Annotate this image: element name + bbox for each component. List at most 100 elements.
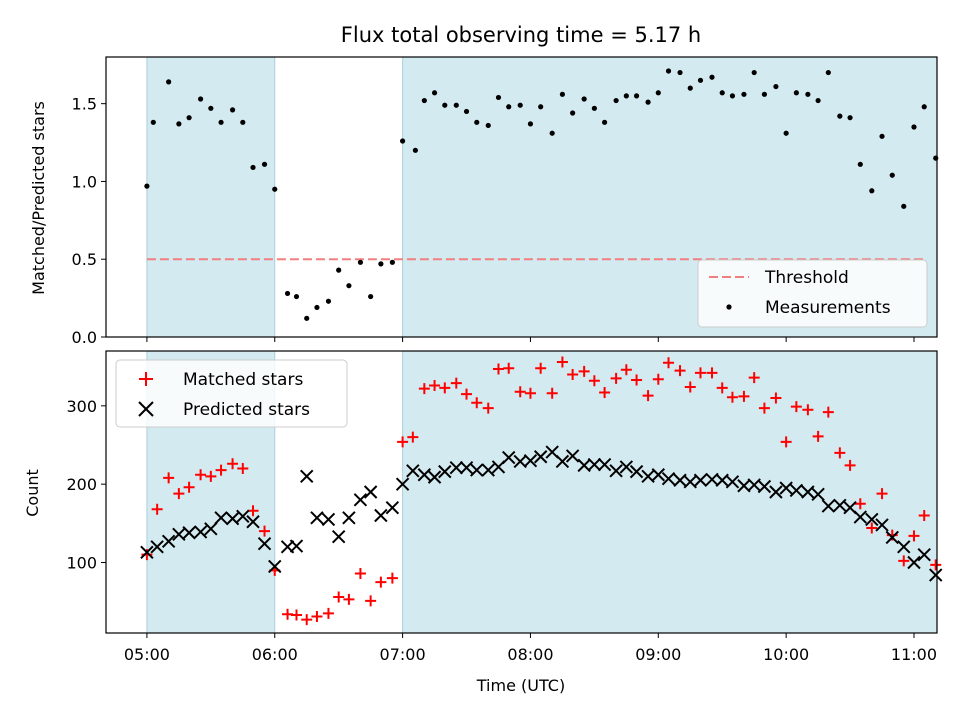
series-1-point-35 <box>513 454 527 469</box>
series-1-point-59 <box>769 485 783 499</box>
legend-predicted-swatch <box>138 401 154 417</box>
series-0-point-21 <box>368 293 374 300</box>
series-0-point-17 <box>322 607 334 619</box>
ratio-panel: 0.0 0.5 1.0 1.5 Matched/Predicted stars Thr… <box>29 56 939 347</box>
series-0-point-49 <box>663 357 675 369</box>
y-tick-label-2: 300 <box>66 397 97 416</box>
series-1-point-0 <box>140 545 154 560</box>
series-0-point-29 <box>453 102 459 108</box>
series-0-point-10 <box>247 505 259 517</box>
series-1-point-2 <box>161 534 176 549</box>
legend-threshold-label: Threshold <box>764 268 849 288</box>
series-1-point-44 <box>609 464 623 478</box>
series-1-point-62 <box>801 485 815 499</box>
series-0-point-3 <box>176 121 182 127</box>
series-0-point-37 <box>538 104 544 110</box>
count-points <box>140 356 943 626</box>
series-1-point-18 <box>331 529 346 544</box>
series-0-point-61 <box>790 401 802 413</box>
series-0-point-66 <box>847 115 853 121</box>
series-0-point-28 <box>442 102 448 108</box>
series-0-point-14 <box>293 293 300 300</box>
series-0-point-47 <box>642 390 654 402</box>
series-1-point-11 <box>257 536 272 551</box>
series-0-point-2 <box>166 79 172 85</box>
series-1-point-55 <box>725 475 740 489</box>
series-1-point-12 <box>268 559 282 574</box>
series-0-point-7 <box>215 464 227 476</box>
series-0-point-74 <box>930 559 942 571</box>
series-0-point-62 <box>805 91 811 97</box>
series-0-point-11 <box>259 525 271 537</box>
series-1-point-31 <box>470 463 484 477</box>
series-0-point-42 <box>591 105 597 111</box>
series-0-point-9 <box>237 463 249 474</box>
series-0-point-25 <box>407 431 419 443</box>
series-1-point-15 <box>300 469 314 484</box>
series-0-point-27 <box>429 379 441 391</box>
series-1-point-23 <box>385 500 400 515</box>
series-0-point-68 <box>866 522 878 534</box>
series-0-point-57 <box>751 69 757 76</box>
series-0-point-7 <box>218 119 224 125</box>
series-1-point-68 <box>865 512 879 527</box>
series-0-point-64 <box>822 406 834 418</box>
x-axis-label: Time (UTC) <box>476 676 565 695</box>
series-0-point-46 <box>633 93 640 99</box>
series-1-point-45 <box>619 460 634 474</box>
series-0-point-47 <box>645 99 651 105</box>
series-0-point-31 <box>471 397 483 409</box>
legend-box <box>697 259 928 328</box>
series-0-point-3 <box>173 488 185 500</box>
series-0-point-54 <box>719 90 725 96</box>
series-0-point-10 <box>250 164 256 171</box>
series-1-point-26 <box>417 468 432 482</box>
series-0-point-73 <box>918 510 930 521</box>
series-0-point-22 <box>375 576 387 588</box>
series-0-point-4 <box>183 481 195 493</box>
series-1-point-5 <box>193 525 208 539</box>
series-0-point-8 <box>229 107 236 113</box>
y-tick-label-1: 0.5 <box>72 250 97 269</box>
series-0-point-58 <box>761 91 768 97</box>
series-0-point-45 <box>620 364 632 376</box>
series-0-point-60 <box>783 130 789 136</box>
series-0-point-36 <box>527 121 534 127</box>
series-0-point-1 <box>150 119 156 125</box>
series-0-point-2 <box>163 472 175 484</box>
x-axis-ticks: 05:00 06:00 07:00 08:00 09:00 10:00 11:00 <box>124 633 937 664</box>
series-0-point-23 <box>389 259 395 265</box>
series-0-point-25 <box>412 147 418 153</box>
series-0-point-50 <box>674 365 686 377</box>
series-1-point-67 <box>853 510 867 524</box>
series-1-point-30 <box>459 461 474 475</box>
series-1-point-4 <box>182 526 196 540</box>
series-1-point-72 <box>907 555 921 570</box>
series-1-point-39 <box>555 454 570 469</box>
series-0-point-27 <box>431 90 438 96</box>
series-1-point-60 <box>779 481 793 495</box>
series-0-point-63 <box>815 97 821 104</box>
series-0-point-64 <box>825 69 831 76</box>
series-0-point-35 <box>517 102 523 108</box>
series-0-point-56 <box>741 91 747 97</box>
series-0-point-29 <box>450 377 462 389</box>
series-0-point-22 <box>378 261 384 267</box>
series-0-point-26 <box>421 97 427 104</box>
series-0-point-44 <box>610 372 622 384</box>
series-0-point-43 <box>602 119 608 125</box>
series-0-point-8 <box>227 458 239 470</box>
y-axis-ticks: 0.0 0.5 1.0 1.5 <box>72 95 106 347</box>
series-0-point-72 <box>908 530 920 542</box>
series-0-point-69 <box>876 488 888 500</box>
series-0-point-65 <box>837 113 843 119</box>
series-1-point-65 <box>833 498 847 513</box>
y-axis-label: Count <box>23 469 42 517</box>
series-0-point-1 <box>151 503 163 515</box>
series-0-point-32 <box>485 122 491 129</box>
series-0-point-67 <box>854 498 866 510</box>
series-0-point-41 <box>578 365 590 377</box>
series-0-point-19 <box>346 283 352 289</box>
series-0-point-58 <box>758 402 770 414</box>
series-1-point-61 <box>789 483 804 498</box>
